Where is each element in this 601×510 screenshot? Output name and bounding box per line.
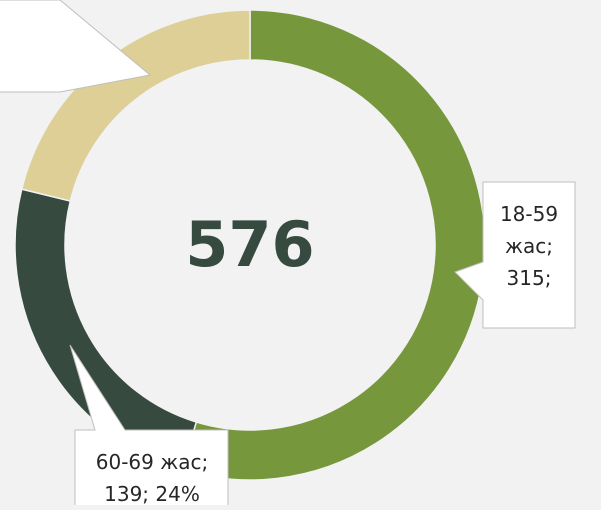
callout-box	[0, 0, 152, 93]
callout-box	[69, 344, 229, 505]
callout-box	[454, 181, 576, 329]
donut-segment	[20, 9, 251, 202]
data-label: 18-59 жас; 315;	[499, 202, 559, 290]
total-label: 576	[185, 208, 315, 281]
data-label: 60-69 жас; 139; 24%	[95, 450, 209, 506]
